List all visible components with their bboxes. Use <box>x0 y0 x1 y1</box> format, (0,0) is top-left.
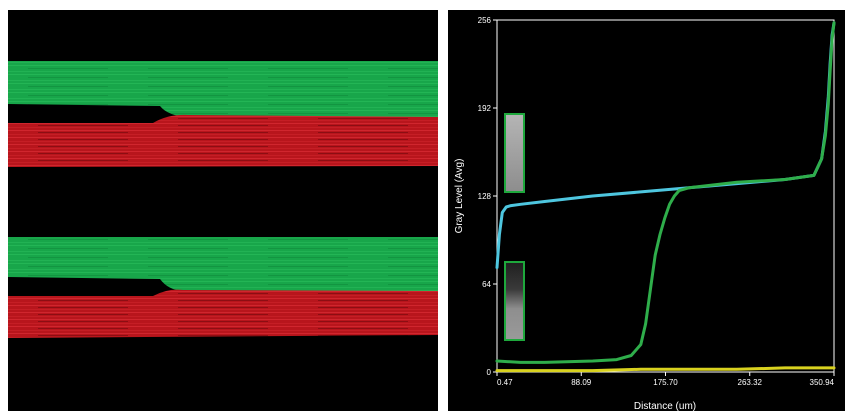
upper-fiber-pair <box>8 61 438 167</box>
lower-green-fiber <box>8 237 438 291</box>
series-line-3 <box>495 366 836 373</box>
x-tick-label: 88.09 <box>571 378 592 387</box>
x-tick-label: 175.70 <box>653 378 678 387</box>
y-tick-label: 64 <box>482 280 491 289</box>
x-tick-label: 263.32 <box>738 378 763 387</box>
y-tick-label: 0 <box>487 368 492 377</box>
y-axis-ticks: 0 64 128 192 256 <box>478 16 497 377</box>
lower-red-fiber <box>8 289 438 338</box>
upper-red-fiber <box>8 114 438 167</box>
y-tick-label: 128 <box>478 192 492 201</box>
upper-inset-swatch <box>504 113 525 193</box>
y-tick-label: 192 <box>478 104 492 113</box>
x-axis-label: Distance (um) <box>634 401 696 411</box>
y-tick-label: 256 <box>478 16 492 25</box>
x-tick-label: 0.47 <box>497 378 513 387</box>
upper-green-fiber <box>8 61 438 117</box>
x-axis-ticks: 0.47 88.09 175.70 263.32 350.94 <box>496 372 835 387</box>
intensity-profile-plot: 0 64 128 192 256 0.47 88.09 175.70 263.32 350.94… <box>448 10 845 411</box>
plot-background <box>448 10 845 411</box>
series-line-2 <box>495 21 836 364</box>
lower-gradient-inset <box>504 261 525 341</box>
lower-fiber-pair <box>8 237 438 338</box>
series-layer <box>495 21 836 373</box>
lower-inset-swatch <box>504 261 525 341</box>
x-tick-label: 350.94 <box>810 378 835 387</box>
upper-gradient-inset <box>504 113 525 193</box>
fluorescence-micrograph <box>8 10 438 411</box>
y-axis-label: Gray Level (Avg) <box>454 159 465 234</box>
